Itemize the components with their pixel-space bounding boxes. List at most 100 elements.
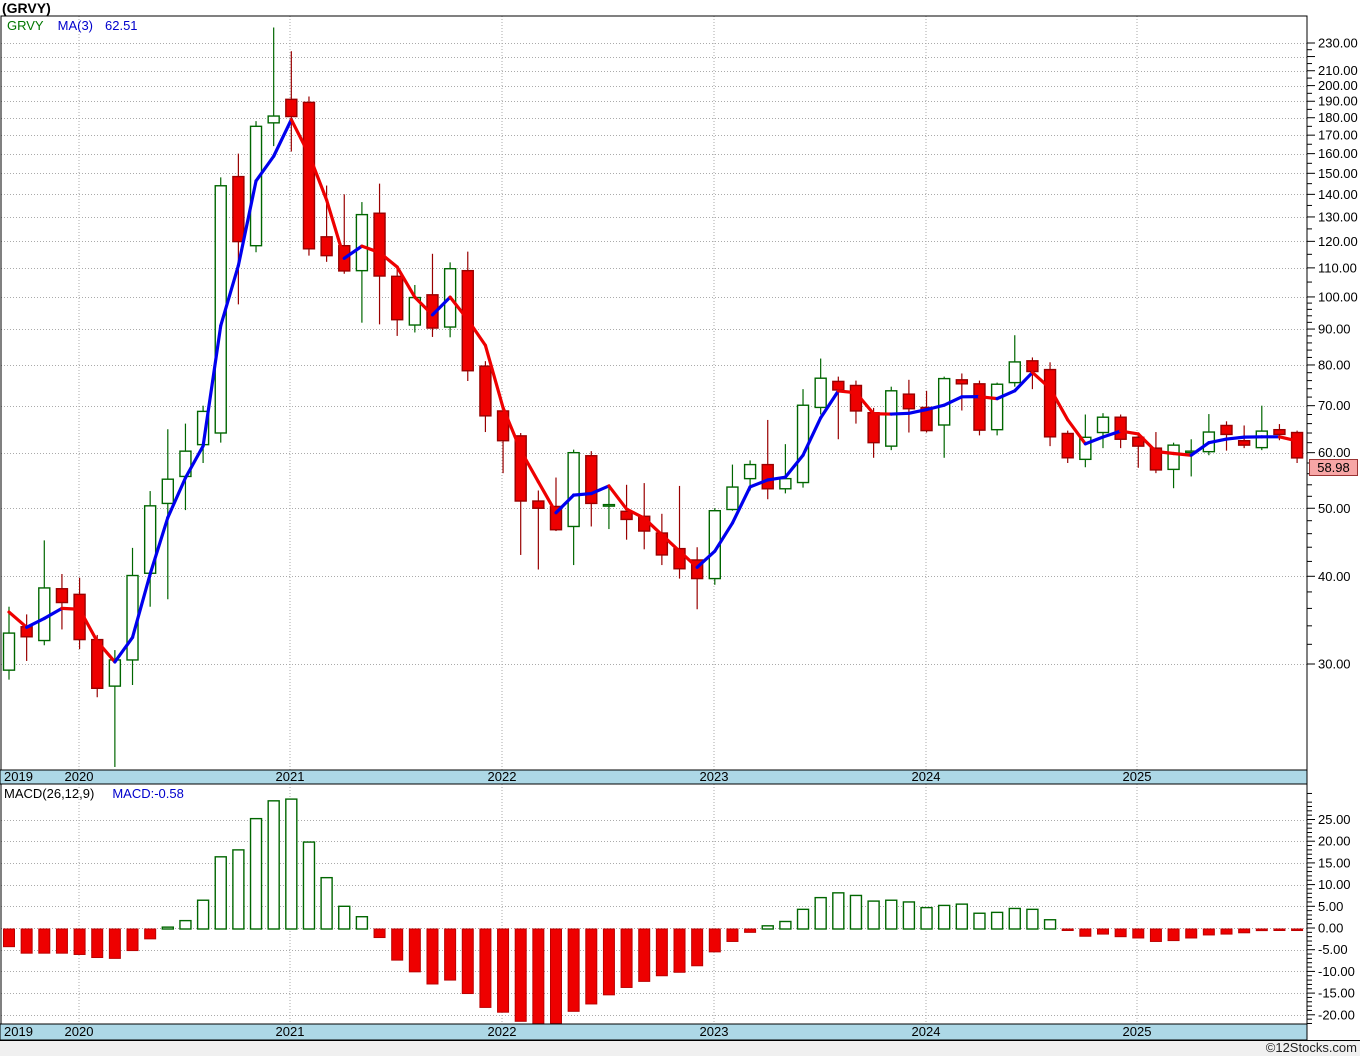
macd-bar-positive <box>320 876 333 930</box>
macd-bar-positive <box>302 841 316 930</box>
macd-bar-positive <box>814 896 827 930</box>
ma-segment <box>1171 451 1193 457</box>
ma-segment <box>730 485 752 525</box>
ma-segment <box>307 152 329 202</box>
candle-down <box>1220 424 1233 436</box>
macd-bar-negative <box>1238 928 1251 934</box>
price-axis-label: 50.00 <box>1318 501 1351 516</box>
ma-segment <box>819 389 840 420</box>
year-label: 2019 <box>4 769 33 784</box>
macd-legend: MACD(26,12,9) MACD:-0.58 <box>4 786 184 801</box>
year-label: 2023 <box>700 769 729 784</box>
ma-segment <box>166 476 188 520</box>
ma-segment <box>572 491 593 497</box>
ma-segment <box>854 391 876 416</box>
candle-down <box>902 393 916 410</box>
candle-down <box>390 275 404 321</box>
ma-segment <box>660 533 682 553</box>
macd-bar-positive <box>955 903 969 930</box>
ma-segment <box>1189 441 1211 457</box>
macd-bar-negative <box>549 928 562 1024</box>
macd-bar-negative <box>1132 928 1145 939</box>
macd-bar-positive <box>885 899 898 930</box>
candle-up <box>267 115 280 124</box>
macd-bar-negative <box>744 928 757 933</box>
ma-segment <box>272 118 293 158</box>
candle-up <box>108 659 122 687</box>
legend-ma-value: 62.51 <box>105 18 138 33</box>
candle-down <box>1149 447 1163 471</box>
price-axis-label: 180.00 <box>1318 110 1358 125</box>
macd-bar-positive <box>867 900 880 930</box>
price-axis-label: 100.00 <box>1318 289 1358 304</box>
macd-bar-negative <box>1079 928 1092 937</box>
page-title: (GRVY) <box>2 0 51 16</box>
ma-segment <box>624 507 646 520</box>
macd-bar-negative <box>91 928 104 959</box>
macd-bar-negative <box>1273 928 1286 931</box>
ma-segment <box>148 515 170 576</box>
year-label: 2019 <box>4 1024 33 1039</box>
ma-segment <box>183 444 205 480</box>
macd-bar-positive <box>249 817 263 930</box>
year-label: 2025 <box>1123 769 1152 784</box>
ma-segment <box>360 244 382 255</box>
year-labels: 2019 2019 2020 2020 2021 2021 2022 2022 2023 2023… <box>4 769 1151 1039</box>
year-label: 2022 <box>488 769 517 784</box>
macd-bar-positive <box>973 912 986 930</box>
candle-down <box>302 101 316 250</box>
macd-bar-negative <box>1114 928 1127 938</box>
macd-bars <box>3 798 1304 1025</box>
macd-bar-positive <box>1043 919 1057 930</box>
ma-segment <box>907 408 929 415</box>
credit-text: ©12Stocks.com <box>1265 1040 1357 1055</box>
ma-segment <box>1207 437 1229 445</box>
macd-bar-positive <box>161 926 175 930</box>
ma-segment <box>1136 432 1158 454</box>
macd-bar-positive <box>338 905 351 930</box>
macd-bar-negative <box>408 928 421 973</box>
year-label: 2020 <box>65 769 94 784</box>
macd-bar-negative <box>708 928 721 953</box>
macd-bar-negative <box>497 928 510 1013</box>
macd-bar-negative <box>1255 928 1268 932</box>
ma-segment <box>236 179 258 268</box>
candle-up <box>2 632 16 671</box>
ma-segment <box>942 395 964 407</box>
macd-bar-negative <box>673 928 686 973</box>
ma-segment <box>448 295 470 322</box>
price-axis-label: 140.00 <box>1318 187 1358 202</box>
ma-segment <box>977 395 999 401</box>
year-label: 2024 <box>912 1024 941 1039</box>
ma-segment <box>325 198 346 260</box>
macd-value-label: MACD:-0.58 <box>112 786 184 801</box>
candle-down <box>673 547 686 570</box>
candle-up <box>1167 444 1180 471</box>
candle-up <box>726 486 739 511</box>
candle-down <box>549 505 563 531</box>
macd-axis-label: -20.00 <box>1318 1007 1355 1022</box>
ma-segment <box>342 244 364 260</box>
macd-bar-negative <box>373 928 386 939</box>
ma-segment <box>377 250 399 269</box>
ma-segment <box>77 607 99 644</box>
macd-axis-label: 20.00 <box>1318 834 1351 849</box>
candle-up <box>885 390 898 447</box>
candle-up <box>161 478 175 505</box>
candle-down <box>832 380 845 391</box>
candle-down <box>867 412 880 444</box>
macd-bar-negative <box>444 928 457 981</box>
candle-down <box>1026 360 1039 373</box>
ma-segment <box>713 521 735 553</box>
ma-segment <box>554 493 576 515</box>
candle-down <box>973 383 986 431</box>
ma-segment <box>25 616 46 629</box>
macd-bar-negative <box>602 928 615 996</box>
last-price-tag: 58.98 <box>1309 459 1358 476</box>
candle-down <box>1132 436 1145 447</box>
year-label: 2025 <box>1123 1024 1152 1039</box>
candle-down <box>620 510 633 521</box>
macd-axis-label: -5.00 <box>1318 942 1348 957</box>
candle-up <box>1255 430 1268 449</box>
